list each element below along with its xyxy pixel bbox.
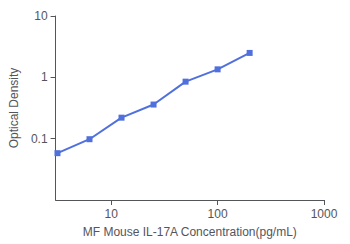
svg-text:10: 10 xyxy=(34,9,48,23)
svg-text:100: 100 xyxy=(208,207,228,221)
svg-text:Optical Density: Optical Density xyxy=(7,68,21,149)
svg-text:1: 1 xyxy=(41,70,48,84)
svg-text:0.1: 0.1 xyxy=(31,132,48,146)
svg-text:1000: 1000 xyxy=(311,207,338,221)
svg-text:10: 10 xyxy=(105,207,119,221)
svg-text:MF Mouse IL-17A Concentration(: MF Mouse IL-17A Concentration(pg/mL) xyxy=(83,225,297,239)
